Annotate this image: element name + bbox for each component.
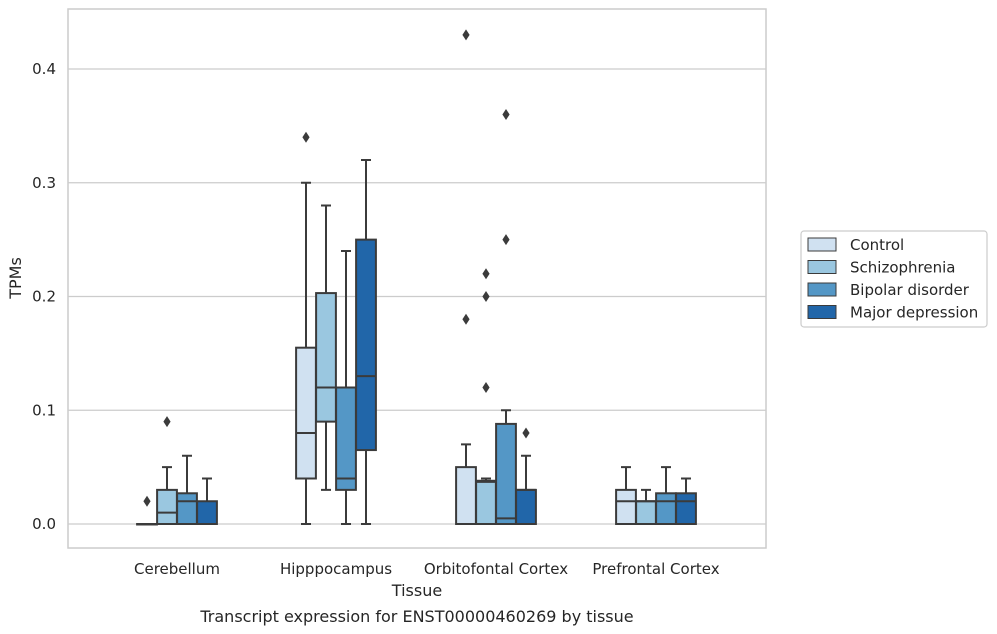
legend-label: Control <box>850 236 904 254</box>
outlier-point <box>143 495 151 507</box>
box-schizophrenia <box>475 268 497 525</box>
box-body <box>655 492 677 526</box>
legend-frame <box>800 230 988 328</box>
box-body <box>635 500 657 525</box>
legend-swatch <box>807 282 837 297</box>
box-plot-marks <box>136 29 697 526</box>
box-control <box>615 466 637 525</box>
plot-frame <box>67 8 767 549</box>
box-bipolar-disorder <box>176 454 198 526</box>
box-bipolar-disorder <box>495 109 517 525</box>
outlier-point <box>482 268 490 280</box>
y-axis-label: TPMs <box>6 257 25 300</box>
box-schizophrenia <box>635 488 657 525</box>
outlier-point <box>302 131 310 143</box>
box-body <box>295 346 317 480</box>
x-tick-label: Cerebellum <box>134 560 220 578</box>
box-major-depression <box>196 477 218 525</box>
outlier-point <box>163 416 171 428</box>
box-control <box>136 495 158 526</box>
box-major-depression <box>675 477 697 526</box>
y-tick-label: 0.0 <box>32 515 56 533</box>
x-tick-label: Orbitofontal Cortex <box>424 560 568 578</box>
box-body <box>315 292 337 423</box>
x-axis-label: Tissue <box>391 581 442 600</box>
y-tick-label: 0.1 <box>32 401 56 419</box>
outlier-point <box>482 291 490 302</box>
outlier-point <box>462 313 470 325</box>
outlier-point <box>502 234 510 246</box>
legend-label: Major depression <box>850 304 978 322</box>
box-major-depression <box>355 159 377 525</box>
box-control <box>455 29 477 525</box>
box-body <box>515 488 537 525</box>
y-tick-label: 0.3 <box>32 174 56 192</box>
y-gridlines <box>68 68 766 525</box>
box-body <box>455 466 477 525</box>
legend: Control Schizophrenia Bipolar disorder Majo… <box>800 230 988 328</box>
outlier-point <box>462 29 470 41</box>
x-tick-label: Hipppocampus <box>280 560 392 578</box>
legend-label: Bipolar disorder <box>850 281 970 299</box>
legend-swatch <box>807 260 837 274</box>
outlier-point <box>502 109 510 120</box>
box-body <box>355 238 377 452</box>
box-schizophrenia <box>156 416 178 525</box>
box-body <box>615 488 637 525</box>
box-body <box>475 479 497 525</box>
box-schizophrenia <box>315 204 337 491</box>
box-bipolar-disorder <box>335 250 357 525</box>
legend-swatch <box>807 305 837 319</box>
outlier-point <box>482 382 490 393</box>
box-body <box>335 386 357 491</box>
box-body <box>495 422 517 525</box>
y-tick-label: 0.4 <box>32 60 56 78</box>
box-major-depression <box>515 427 537 525</box>
chart-title: Transcript expression for ENST0000046026… <box>199 607 633 626</box>
box-body <box>176 492 198 526</box>
box-body <box>156 488 178 525</box>
box-bipolar-disorder <box>655 466 677 526</box>
box-control <box>295 131 317 525</box>
outlier-point <box>522 427 530 439</box>
legend-swatch <box>807 237 837 252</box>
box-body <box>675 492 697 526</box>
x-tick-label: Prefrontal Cortex <box>592 560 719 578</box>
x-axis-ticks: Cerebellum Hipppocampus Orbitofontal Corte… <box>134 560 720 578</box>
legend-label: Schizophrenia <box>850 259 955 277</box>
y-axis-ticks: 0.0 0.1 0.2 0.3 0.4 <box>32 60 56 533</box>
y-tick-label: 0.2 <box>32 288 56 306</box>
box-body <box>196 500 218 525</box>
